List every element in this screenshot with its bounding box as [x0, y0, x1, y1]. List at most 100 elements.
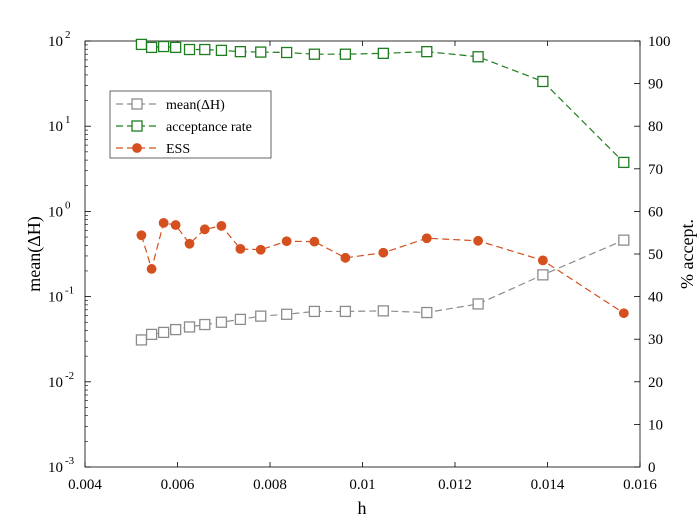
data-point	[618, 234, 630, 246]
left-y-tick-exponent: -1	[65, 285, 74, 297]
legend-marker	[131, 98, 143, 110]
right-y-tick-label: 10	[648, 417, 663, 433]
data-point	[339, 48, 352, 60]
data-point	[199, 43, 211, 56]
data-point	[145, 328, 158, 341]
data-point	[234, 46, 247, 58]
data-point	[421, 46, 433, 58]
right-y-tick-label: 60	[648, 204, 663, 220]
data-point	[216, 220, 227, 231]
data-point	[255, 46, 267, 58]
data-point	[473, 235, 484, 246]
series-layer	[135, 38, 630, 346]
data-point	[199, 318, 211, 331]
data-point	[618, 308, 629, 319]
data-point	[280, 46, 293, 59]
right-y-tick-label: 50	[648, 247, 663, 263]
data-point	[145, 41, 158, 54]
left-y-tick-label: 10	[48, 34, 63, 50]
series-mean-h-	[135, 234, 630, 346]
data-point	[170, 220, 181, 230]
x-axis-label: h	[358, 498, 367, 518]
data-point	[309, 236, 320, 247]
data-point	[135, 38, 148, 51]
right-y-tick-label: 80	[648, 119, 663, 135]
data-point	[308, 305, 321, 318]
data-point	[378, 247, 389, 258]
data-point	[377, 47, 389, 60]
left-y-tick-exponent: 2	[65, 29, 71, 41]
legend-marker	[132, 143, 142, 153]
data-point	[537, 255, 548, 266]
x-axis-ticks: 0.004 0.006 0.008 0.01 0.012 0.014 0.016	[68, 41, 657, 493]
left-y-axis-label: mean(ΔH)	[24, 216, 45, 292]
right-y-tick-label: 0	[648, 460, 656, 476]
right-y-tick-label: 70	[648, 162, 663, 178]
data-point	[234, 313, 247, 326]
data-point	[421, 306, 433, 319]
x-tick-label: 0.008	[253, 477, 287, 493]
legend-label: mean(ΔH)	[166, 98, 225, 113]
data-point	[199, 224, 210, 235]
data-point	[215, 44, 228, 57]
data-point	[157, 326, 170, 339]
data-point	[184, 238, 195, 249]
legend-label: ESS	[166, 142, 190, 157]
data-point	[472, 298, 484, 310]
left-y-tick-label: 10	[48, 119, 63, 135]
legend-marker	[131, 120, 143, 132]
data-point	[157, 40, 170, 53]
data-point	[281, 236, 292, 247]
data-point	[537, 75, 549, 88]
series-acceptance-rate	[135, 38, 630, 169]
left-y-tick-label: 10	[48, 375, 63, 391]
data-point	[339, 305, 352, 318]
data-point	[135, 334, 148, 346]
data-point	[340, 252, 351, 263]
data-point	[136, 230, 147, 241]
right-y-tick-label: 30	[648, 332, 663, 348]
data-point	[377, 305, 389, 317]
x-tick-label: 0.016	[623, 477, 657, 493]
data-point	[146, 264, 157, 274]
left-y-tick-exponent: -2	[65, 370, 74, 382]
data-point	[235, 243, 246, 254]
data-point	[280, 308, 293, 320]
x-tick-label: 0.014	[531, 477, 565, 493]
series-ess	[136, 218, 629, 319]
x-tick-label: 0.006	[161, 477, 195, 493]
right-y-axis-label: % accept.	[677, 219, 697, 289]
legend-label: acceptance rate	[166, 120, 252, 135]
series-line	[141, 43, 625, 163]
left-y-tick-label: 10	[48, 460, 63, 476]
left-y-tick-label: 10	[48, 204, 63, 220]
data-point	[255, 244, 266, 255]
data-point	[183, 321, 196, 333]
right-y-tick-label: 90	[648, 77, 663, 93]
x-tick-label: 0.004	[68, 477, 102, 493]
right-y-tick-label: 20	[648, 375, 663, 391]
data-point	[618, 156, 630, 169]
left-y-tick-exponent: 0	[65, 199, 71, 211]
data-point	[215, 316, 228, 328]
data-point	[158, 218, 169, 228]
data-point	[255, 310, 267, 322]
data-point	[169, 323, 182, 336]
data-point	[421, 233, 432, 244]
data-point	[169, 41, 182, 54]
x-tick-label: 0.012	[438, 477, 472, 493]
right-y-tick-label: 100	[648, 34, 671, 50]
right-y-axis-ticks: 0 10 20 30 40 50 60 70 80 90 100	[634, 34, 671, 476]
right-y-tick-label: 40	[648, 290, 663, 306]
left-y-tick-label: 10	[48, 290, 63, 306]
left-y-tick-exponent: 1	[65, 114, 71, 126]
data-point	[472, 51, 484, 63]
data-point	[308, 48, 321, 60]
left-y-tick-exponent: -3	[65, 455, 75, 467]
data-point	[537, 269, 549, 281]
data-point	[183, 43, 196, 56]
legend: mean(ΔH) acceptance rate ESS	[109, 90, 272, 159]
x-tick-label: 0.01	[349, 477, 375, 493]
